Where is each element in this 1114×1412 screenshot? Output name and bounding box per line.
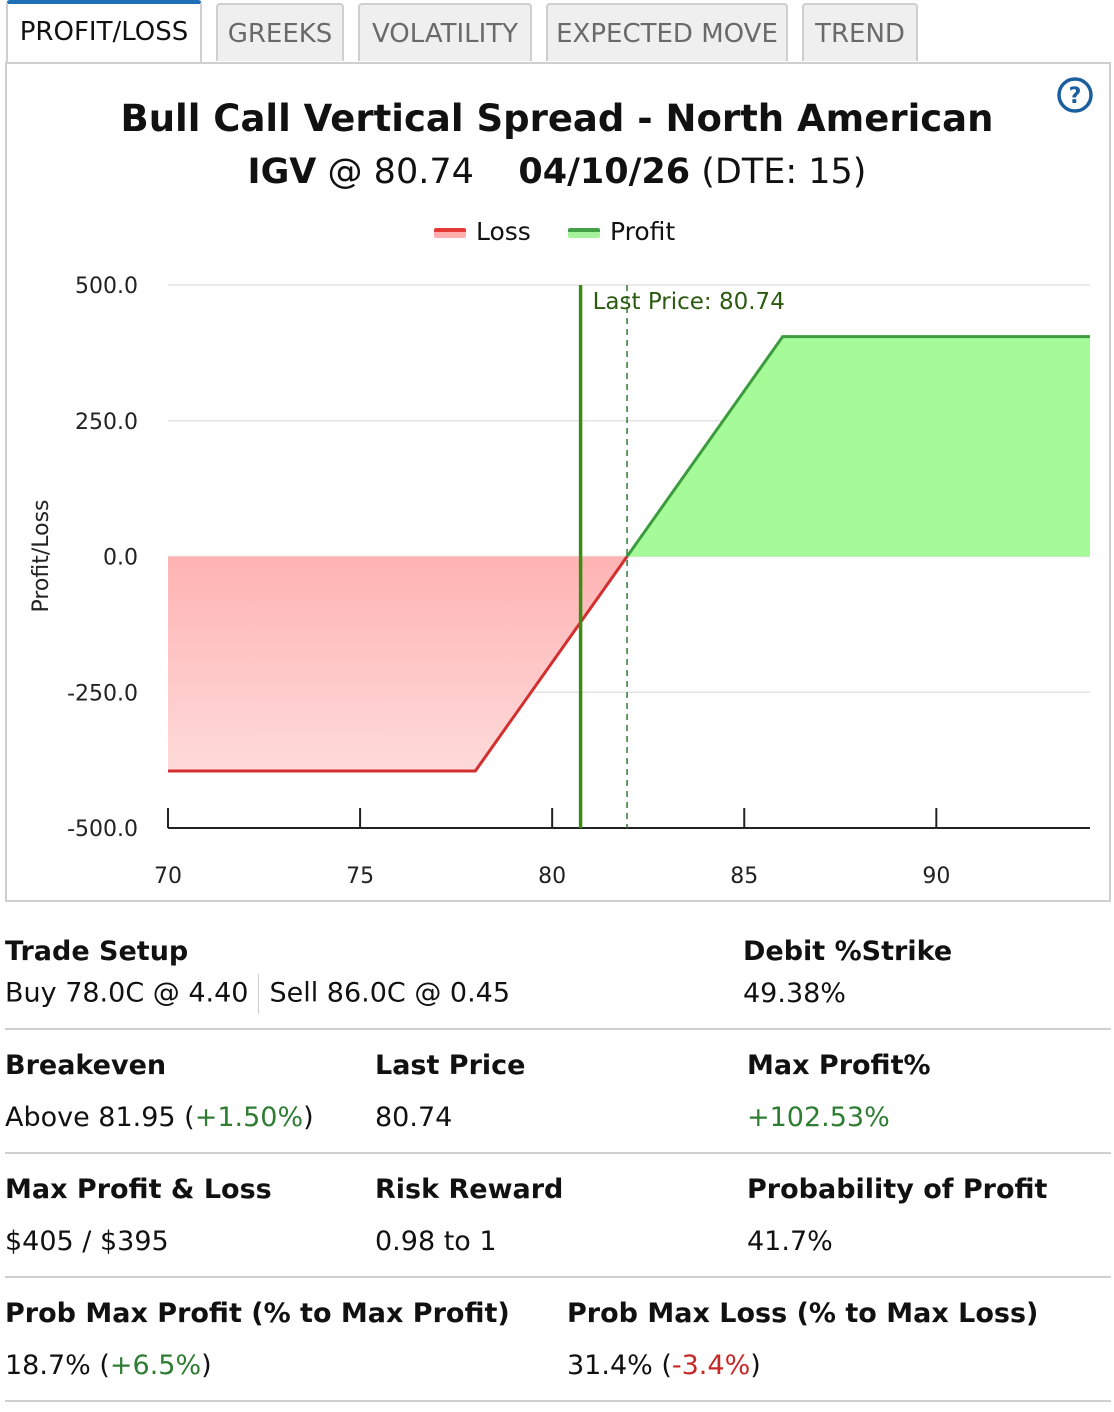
profit-swatch bbox=[568, 228, 600, 238]
y-tick-label: 0.0 bbox=[103, 546, 138, 571]
x-tick-label: 70 bbox=[154, 864, 182, 889]
profit-line bbox=[625, 335, 1090, 558]
leg-separator bbox=[258, 974, 260, 1014]
at-sign: @ bbox=[327, 152, 363, 192]
legend-item-profit[interactable]: Profit bbox=[568, 215, 675, 249]
last-price-label: Last Price bbox=[375, 1050, 526, 1081]
divider bbox=[5, 1028, 1111, 1030]
buy-leg: Buy 78.0C @ 4.40 bbox=[5, 977, 249, 1009]
axes: 500.0 250.0 0.0 -250.0 -500.0 70 75 80 85 90 bbox=[67, 274, 1090, 889]
max-profit-pct-label: Max Profit% bbox=[747, 1050, 931, 1081]
trade-setup-label: Trade Setup bbox=[5, 936, 189, 967]
max-pl-label: Max Profit & Loss bbox=[5, 1174, 272, 1205]
prob-max-loss-change: -3.4% bbox=[671, 1350, 751, 1381]
trade-setup-value: Buy 78.0C @ 4.40 Sell 86.0C @ 0.45 bbox=[5, 974, 510, 1014]
last-price-label: Last Price: 80.74 bbox=[593, 289, 785, 315]
profit-loss-chart: 500.0 250.0 0.0 -250.0 -500.0 70 75 80 85 90 Last… bbox=[29, 274, 1090, 889]
y-axis-label: Profit/Loss bbox=[29, 499, 54, 612]
question-circle-icon[interactable]: ? bbox=[1056, 76, 1094, 114]
breakeven-change: +1.50% bbox=[194, 1102, 304, 1133]
pl-lines bbox=[168, 335, 1090, 773]
y-tick-label: 500.0 bbox=[75, 274, 138, 299]
risk-reward-value: 0.98 to 1 bbox=[375, 1226, 497, 1257]
max-pl-value: $405 / $395 bbox=[5, 1226, 169, 1257]
x-tick-label: 90 bbox=[922, 864, 950, 889]
y-tick-label: -500.0 bbox=[67, 817, 138, 842]
breakeven-prefix: Above 81.95 ( bbox=[5, 1102, 195, 1133]
prob-max-loss-value: 31.4% (-3.4%) bbox=[567, 1350, 761, 1381]
breakeven-suffix: ) bbox=[303, 1102, 314, 1133]
prob-max-loss-prefix: 31.4% ( bbox=[567, 1350, 672, 1381]
legend-item-loss[interactable]: Loss bbox=[434, 215, 531, 249]
symbol: IGV bbox=[247, 152, 317, 192]
dte: (DTE: 15) bbox=[701, 152, 867, 192]
loss-line bbox=[168, 555, 629, 773]
debit-strike-label: Debit %Strike bbox=[743, 936, 953, 967]
prob-max-profit-prefix: 18.7% ( bbox=[5, 1350, 110, 1381]
y-tick-label: -250.0 bbox=[67, 681, 138, 706]
tab-volatility[interactable]: VOLATILITY bbox=[358, 3, 532, 61]
profit-area bbox=[627, 336, 1090, 557]
prob-profit-label: Probability of Profit bbox=[747, 1174, 1048, 1205]
sell-leg: Sell 86.0C @ 0.45 bbox=[269, 977, 511, 1009]
prob-max-profit-label: Prob Max Profit (% to Max Profit) bbox=[5, 1298, 510, 1329]
prob-max-profit-change: +6.5% bbox=[109, 1350, 202, 1381]
chart-title: Bull Call Vertical Spread - North Americ… bbox=[120, 97, 994, 140]
y-tick-label: 250.0 bbox=[75, 410, 138, 435]
loss-area bbox=[168, 556, 628, 771]
breakeven-label: Breakeven bbox=[5, 1050, 167, 1081]
divider bbox=[5, 1276, 1111, 1278]
tab-profit-loss[interactable]: PROFIT/LOSS bbox=[6, 0, 202, 62]
prob-max-loss-label: Prob Max Loss (% to Max Loss) bbox=[567, 1298, 1039, 1329]
breakeven-value: Above 81.95 (+1.50%) bbox=[5, 1102, 314, 1133]
tab-trend[interactable]: TREND bbox=[802, 3, 918, 61]
last-price-value: 80.74 bbox=[375, 1102, 453, 1133]
tab-expected-move[interactable]: EXPECTED MOVE bbox=[546, 3, 788, 61]
risk-reward-label: Risk Reward bbox=[375, 1174, 564, 1205]
debit-strike-value: 49.38% bbox=[743, 978, 846, 1009]
prob-max-profit-value: 18.7% (+6.5%) bbox=[5, 1350, 212, 1381]
x-tick-label: 75 bbox=[346, 864, 374, 889]
divider bbox=[5, 1400, 1111, 1402]
prob-max-profit-suffix: ) bbox=[201, 1350, 212, 1381]
x-tick-label: 80 bbox=[538, 864, 566, 889]
tab-greeks[interactable]: GREEKS bbox=[216, 3, 344, 61]
tab-bar: PROFIT/LOSS GREEKS VOLATILITY EXPECTED M… bbox=[0, 0, 1114, 64]
prob-profit-value: 41.7% bbox=[747, 1226, 833, 1257]
prob-max-loss-suffix: ) bbox=[750, 1350, 761, 1381]
x-tick-label: 85 bbox=[730, 864, 758, 889]
divider bbox=[5, 1152, 1111, 1154]
expiry-date: 04/10/26 bbox=[518, 152, 691, 192]
price-markers: Last Price: 80.74 bbox=[578, 285, 785, 828]
legend-label-profit: Profit bbox=[610, 217, 676, 246]
legend-label-loss: Loss bbox=[476, 217, 531, 246]
svg-text:?: ? bbox=[1069, 84, 1082, 109]
chart-subtitle: IGV @ 80.74 04/10/26 (DTE: 15) bbox=[0, 152, 1114, 192]
underlying-price: 80.74 bbox=[373, 152, 474, 192]
max-profit-pct-value: +102.53% bbox=[747, 1102, 890, 1133]
loss-swatch bbox=[434, 228, 466, 238]
